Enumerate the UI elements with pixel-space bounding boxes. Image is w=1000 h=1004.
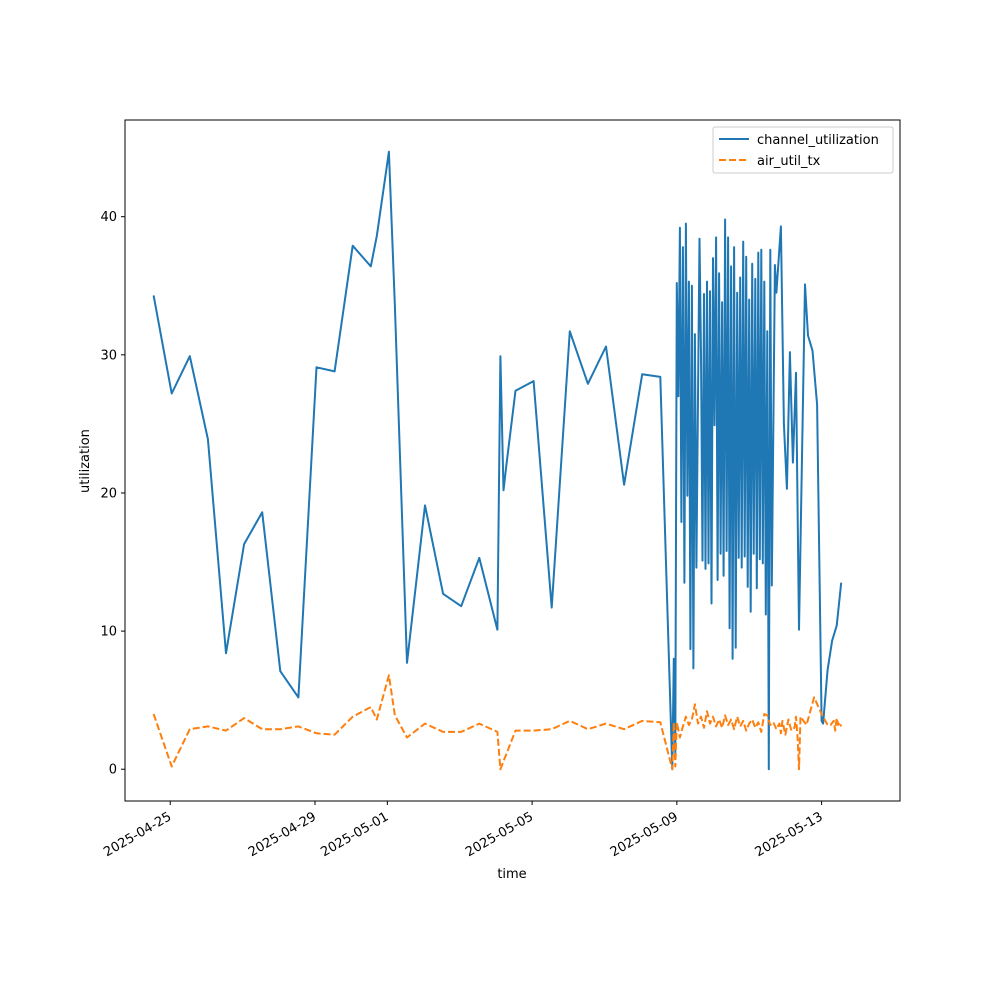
legend-label-channel-utilization: channel_utilization bbox=[757, 133, 879, 148]
series-layer bbox=[152, 150, 843, 771]
legend: channel_utilization air_util_tx bbox=[712, 126, 894, 174]
y-tick-label: 40 bbox=[100, 210, 117, 225]
plot-area bbox=[125, 120, 900, 801]
series-line-air-util-tx bbox=[152, 674, 843, 771]
plot-frame bbox=[124, 119, 901, 802]
y-axis-label: utilization bbox=[78, 429, 93, 493]
series-line-channel-utilization bbox=[152, 150, 843, 771]
legend-box bbox=[712, 126, 894, 174]
y-tick-label: 20 bbox=[100, 486, 117, 501]
legend-label-air-util-tx: air_util_tx bbox=[757, 154, 821, 169]
y-tick-label: 0 bbox=[109, 763, 117, 778]
y-tick-label: 10 bbox=[100, 625, 117, 640]
y-tick-label: 30 bbox=[100, 348, 117, 363]
x-axis-label: time bbox=[497, 867, 526, 882]
y-axis: 0 10 20 30 40 bbox=[100, 210, 125, 778]
